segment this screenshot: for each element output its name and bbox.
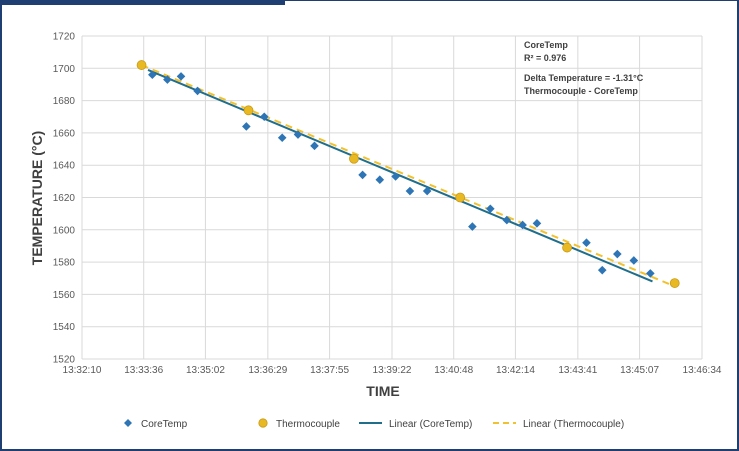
legend-coretemp-marker	[124, 419, 132, 427]
y-tick-label: 1700	[53, 64, 76, 75]
x-tick-labels: 13:32:10 13:33:36 13:35:02 13:36:29 13:37:55…	[63, 365, 722, 376]
annotation-line-4: Thermocouple - CoreTemp	[524, 86, 638, 96]
coretemp-point	[310, 141, 319, 151]
x-tick-label: 13:32:10	[63, 365, 102, 376]
y-tick-label: 1720	[53, 32, 76, 43]
legend-thermocouple-label: Thermocouple	[276, 419, 340, 430]
coretemp-point	[375, 175, 385, 185]
x-tick-label: 13:37:55	[310, 365, 349, 376]
y-tick-label: 1560	[53, 290, 76, 301]
x-tick-label: 13:36:29	[248, 365, 287, 376]
thermocouple-point	[562, 242, 572, 253]
trendline-thermocouple	[141, 64, 676, 288]
coretemp-point	[242, 122, 251, 131]
y-tick-label: 1620	[53, 193, 76, 204]
thermocouple-point	[669, 278, 680, 288]
coretemp-point	[582, 238, 591, 248]
chart-grid	[81, 35, 703, 360]
coretemp-point	[163, 75, 172, 84]
coretemp-point	[405, 186, 415, 196]
x-tick-label: 13:33:36	[124, 365, 163, 376]
x-axis-title: TIME	[366, 383, 399, 399]
coretemp-point	[193, 86, 202, 96]
legend-linear-coretemp-label: Linear (CoreTemp)	[389, 419, 472, 430]
y-tick-label: 1680	[53, 96, 76, 107]
x-tick-label: 13:39:22	[373, 365, 412, 376]
coretemp-point	[629, 256, 639, 265]
y-tick-label: 1520	[53, 355, 76, 366]
legend-thermocouple-marker	[258, 418, 268, 428]
y-axis-title: TEMPERATURE (°C)	[29, 131, 45, 265]
coretemp-point	[358, 170, 367, 180]
coretemp-point	[646, 269, 655, 278]
thermocouple-point	[455, 192, 466, 203]
chart-legend: CoreTemp Thermocouple Linear (CoreTemp) …	[124, 418, 624, 430]
coretemp-point	[259, 112, 269, 122]
coretemp-point	[597, 265, 607, 275]
annotation-line-1: CoreTemp	[524, 40, 568, 50]
coretemp-point	[277, 133, 287, 143]
coretemp-point	[486, 204, 495, 214]
y-tick-label: 1540	[53, 322, 76, 333]
x-tick-label: 13:42:14	[496, 365, 535, 376]
coretemp-point	[176, 72, 186, 81]
coretemp-point	[502, 215, 512, 225]
y-tick-label: 1600	[53, 225, 76, 236]
trend-lines	[141, 64, 676, 288]
x-tick-label: 13:46:34	[683, 365, 722, 376]
thermocouple-point	[136, 60, 147, 70]
legend-coretemp-label: CoreTemp	[141, 419, 188, 430]
coretemp-point	[532, 219, 542, 228]
coretemp-point	[293, 130, 303, 139]
x-tick-label: 13:40:48	[434, 365, 473, 376]
annotation-line-2: R² = 0.976	[524, 53, 566, 63]
x-tick-label: 13:45:07	[620, 365, 659, 376]
coretemp-point	[613, 249, 622, 259]
coretemp-point	[148, 70, 157, 80]
y-tick-labels: 1520 1540 1560 1580 1600 1620 1640 1660 1680 1700…	[53, 32, 76, 366]
trendline-coretemp	[147, 68, 653, 283]
header-tab-bar	[2, 0, 285, 5]
data-points	[136, 60, 680, 288]
coretemp-point	[468, 222, 477, 231]
coretemp-point	[422, 186, 432, 196]
y-tick-label: 1640	[53, 161, 76, 172]
y-tick-label: 1580	[53, 258, 76, 269]
coretemp-point	[391, 172, 400, 181]
x-tick-label: 13:35:02	[186, 365, 225, 376]
annotation-line-3: Delta Temperature = -1.31°C	[524, 73, 644, 83]
header-rule	[285, 0, 737, 1]
coretemp-point	[518, 220, 527, 230]
thermocouple-point	[243, 105, 254, 116]
y-tick-label: 1660	[53, 128, 76, 139]
thermocouple-point	[349, 153, 359, 164]
legend-linear-thermocouple-label: Linear (Thermocouple)	[523, 419, 624, 430]
x-tick-label: 13:43:41	[558, 365, 597, 376]
